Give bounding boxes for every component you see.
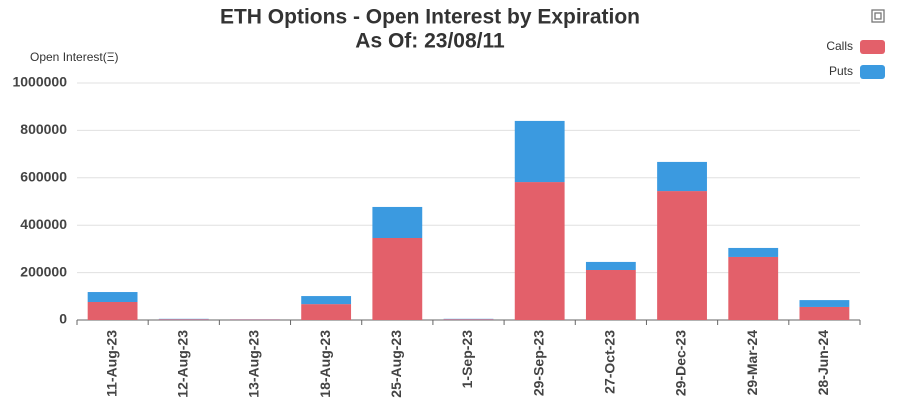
bar-segment — [657, 191, 707, 320]
x-tick-label: 29-Dec-23 — [673, 330, 689, 396]
bar-segment — [372, 237, 423, 320]
legend-label: Puts — [829, 64, 853, 78]
bar-segment — [585, 261, 636, 270]
x-tick-label: 18-Aug-23 — [317, 330, 333, 398]
legend-label: Calls — [826, 39, 853, 53]
bar-segment — [301, 296, 352, 305]
bar-segment — [728, 256, 779, 320]
y-tick-label: 200000 — [20, 263, 67, 279]
y-tick-label: 800000 — [20, 121, 67, 137]
bar-segment — [799, 300, 850, 307]
chart-title: ETH Options - Open Interest by Expiratio… — [220, 6, 640, 29]
y-tick-label: 600000 — [20, 169, 67, 185]
bar-segment — [514, 182, 565, 320]
x-tick-label: 1-Sep-23 — [459, 330, 475, 389]
y-tick-label: 0 — [59, 311, 67, 327]
y-tick-label: 1000000 — [12, 74, 67, 90]
bar-segment — [87, 301, 138, 320]
bar-segment — [799, 306, 850, 320]
bar-segment — [372, 206, 423, 238]
bar-segment — [301, 304, 352, 320]
x-tick-label: 29-Sep-23 — [530, 330, 546, 396]
bar-segment — [585, 269, 636, 320]
x-tick-label: 29-Mar-24 — [744, 330, 760, 396]
x-tick-label: 13-Aug-23 — [246, 330, 262, 398]
chart-subtitle: As Of: 23/08/11 — [355, 30, 505, 53]
toolbox-icon[interactable] — [871, 9, 885, 23]
y-tick-label: 400000 — [20, 216, 67, 232]
legend-swatch — [860, 65, 885, 79]
bar-segment — [158, 319, 209, 320]
bar-segment — [657, 161, 707, 192]
bar-segment — [443, 319, 494, 320]
y-axis-label: Open Interest(Ξ) — [30, 50, 119, 64]
x-tick-label: 11-Aug-23 — [103, 330, 119, 397]
x-tick-label: 25-Aug-23 — [388, 330, 404, 398]
x-tick-label: 27-Oct-23 — [602, 330, 618, 394]
x-tick-label: 28-Jun-24 — [815, 330, 831, 396]
bar-segment — [87, 292, 138, 302]
x-tick-label: 12-Aug-23 — [174, 330, 190, 398]
legend-swatch — [860, 40, 885, 54]
bar-segment — [514, 120, 565, 183]
bar-segment — [728, 247, 779, 257]
